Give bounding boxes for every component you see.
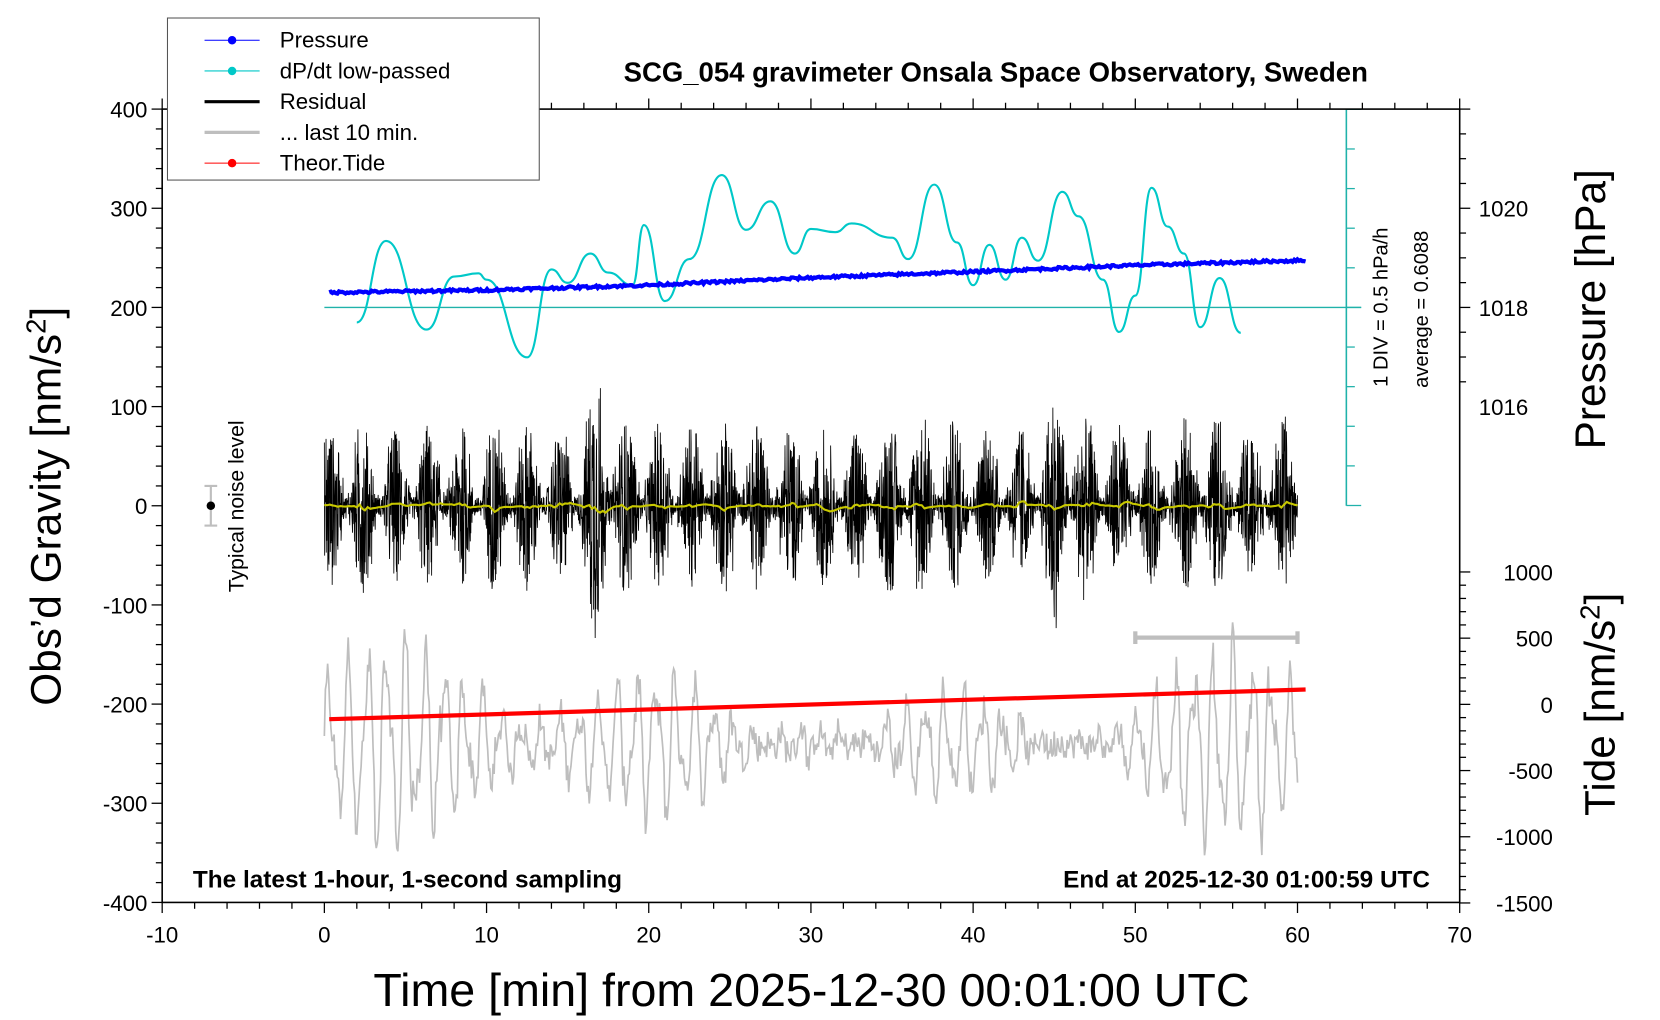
series-last-10-min bbox=[323, 622, 1299, 856]
y-axis-label: Obs’d Gravity [nm/s2] bbox=[21, 307, 70, 706]
dpdt-scale-label: 1 DIV = 0.5 hPa/h bbox=[1371, 228, 1393, 387]
x-tick-label: 20 bbox=[636, 923, 661, 948]
legend-box bbox=[166, 17, 540, 181]
y-tick-label: 200 bbox=[110, 296, 147, 321]
legend-entry: ... last 10 min. bbox=[204, 120, 418, 145]
y-tick-label: 400 bbox=[110, 98, 147, 123]
x-tick-label: 60 bbox=[1285, 923, 1310, 948]
y2-tick-label: 1018 bbox=[1479, 296, 1528, 321]
x-tick-label: 70 bbox=[1447, 923, 1472, 948]
annotation-sampling: The latest 1-hour, 1-second sampling bbox=[193, 867, 622, 894]
y-tick-label: -400 bbox=[103, 891, 148, 916]
x-tick-label: 30 bbox=[799, 923, 824, 948]
legend-entry: Residual bbox=[204, 89, 367, 114]
x-tick-label: 10 bbox=[474, 923, 499, 948]
dpdt-average-label: average = 0.6088 bbox=[1411, 231, 1433, 388]
series-dpdt bbox=[356, 174, 1242, 359]
annotation-end-time: End at 2025-12-30 01:00:59 UTC bbox=[1063, 867, 1430, 894]
chart-title: SCG_054 gravimeter Onsala Space Observat… bbox=[624, 57, 1368, 88]
legend-label: Theor.Tide bbox=[280, 151, 385, 176]
legend: Pressure dP/dt low-passed Residual ... last… bbox=[166, 17, 540, 181]
legend-label: dP/dt low-passed bbox=[280, 58, 451, 83]
series-residual-smoothed bbox=[324, 500, 1298, 514]
series-layer bbox=[204, 108, 1362, 856]
y3-tick-label: 1000 bbox=[1503, 560, 1552, 585]
x-tick-label: -10 bbox=[146, 923, 178, 948]
x-tick-label: 0 bbox=[318, 923, 330, 948]
series-residual bbox=[323, 388, 1298, 638]
x-axis-label: Time [min] from 2025-12-30 00:01:00 UTC bbox=[373, 964, 1249, 1016]
axes-layer: -10 0 10 20 30 40 50 60 704003002001000-100-200-… bbox=[103, 98, 1553, 948]
y3-axis-label: Tide [nm/s2] bbox=[1575, 593, 1624, 816]
y2-tick-label: 1016 bbox=[1479, 395, 1528, 420]
x-tick-label: 50 bbox=[1123, 923, 1148, 948]
series-pressure bbox=[328, 256, 1307, 297]
legend-entry: Theor.Tide bbox=[204, 151, 385, 176]
y-tick-label: -300 bbox=[103, 792, 148, 817]
legend-label: Pressure bbox=[280, 28, 369, 53]
x-tick-label: 40 bbox=[961, 923, 986, 948]
legend-entry: dP/dt low-passed bbox=[204, 58, 451, 83]
noise-level-point bbox=[206, 501, 216, 510]
y3-tick-label: -1000 bbox=[1496, 825, 1553, 850]
y3-tick-label: -500 bbox=[1508, 759, 1553, 784]
y-tick-label: -100 bbox=[103, 593, 148, 618]
y2-axis-label: Pressure [hPa] bbox=[1567, 169, 1614, 449]
y-tick-label: 300 bbox=[110, 197, 147, 222]
legend-label: ... last 10 min. bbox=[280, 120, 418, 145]
legend-marker bbox=[227, 36, 237, 45]
y-tick-label: -200 bbox=[103, 693, 148, 718]
legend-marker bbox=[227, 66, 237, 76]
y3-tick-label: -1500 bbox=[1496, 891, 1553, 916]
y-tick-label: 100 bbox=[110, 395, 147, 420]
legend-label: Residual bbox=[280, 89, 367, 114]
y3-tick-label: 500 bbox=[1516, 627, 1553, 652]
y-tick-label: 0 bbox=[135, 494, 147, 519]
y3-tick-label: 0 bbox=[1541, 693, 1553, 718]
noise-level-label: Typical noise level bbox=[226, 420, 249, 592]
legend-marker bbox=[227, 158, 237, 168]
y2-tick-label: 1020 bbox=[1479, 197, 1528, 222]
series-theor-tide bbox=[329, 687, 1306, 722]
legend-entry: Pressure bbox=[204, 28, 369, 53]
